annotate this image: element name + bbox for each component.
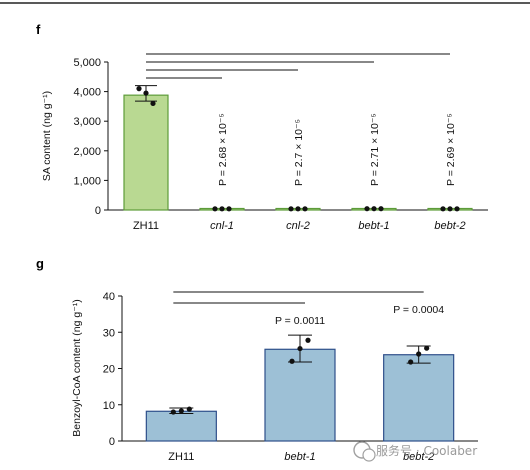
watermark-text: 服务号 · Coolaber bbox=[376, 443, 477, 458]
f-y-tick-label: 5,000 bbox=[73, 57, 101, 69]
f-data-point bbox=[364, 206, 370, 212]
f-bar bbox=[123, 94, 169, 211]
g-data-point bbox=[416, 351, 422, 357]
f-x-tick-label: ZH11 bbox=[133, 220, 159, 232]
panel-f-labels: ZH11 cnl-1 cnl-2 bebt-1 bebt-2 P = 2.68 × 10⁻… bbox=[133, 113, 466, 232]
f-y-tick-label: 4,000 bbox=[73, 87, 101, 99]
f-data-point bbox=[150, 100, 156, 107]
f-data-point bbox=[378, 206, 384, 212]
panel-f-letter: f bbox=[36, 22, 41, 37]
g-bar bbox=[145, 410, 217, 442]
panel-g-bars bbox=[145, 334, 455, 442]
panel-f-bars bbox=[123, 85, 473, 212]
f-x-tick-label: cnl-1 bbox=[210, 220, 234, 232]
panel-g-letter: g bbox=[36, 256, 44, 271]
f-data-point bbox=[143, 90, 149, 96]
f-data-point bbox=[288, 206, 294, 212]
panel-g-chart: g Benzoyl-CoA content (ng g⁻¹) 0 10 20 30 40… bbox=[36, 256, 478, 463]
f-data-point bbox=[295, 206, 301, 212]
g-y-tick-label: 40 bbox=[103, 291, 115, 303]
g-y-tick-label: 20 bbox=[103, 364, 115, 376]
g-bar bbox=[383, 354, 455, 442]
g-p-value-label: P = 0.0004 bbox=[393, 304, 444, 316]
f-data-point bbox=[219, 206, 225, 212]
f-p-value-label: P = 2.7 × 10⁻⁵ bbox=[293, 119, 305, 186]
f-p-value-label: P = 2.69 × 10⁻⁵ bbox=[445, 113, 457, 186]
f-y-tick-label: 1,000 bbox=[73, 175, 101, 187]
g-data-point bbox=[289, 358, 295, 364]
g-data-point bbox=[305, 337, 311, 343]
f-data-point bbox=[454, 206, 460, 212]
f-data-point bbox=[226, 206, 232, 212]
g-bar bbox=[264, 348, 336, 442]
g-y-tick-label: 0 bbox=[109, 436, 115, 448]
f-data-point bbox=[136, 86, 142, 92]
panel-g-labels: ZH11 bebt-1 bebt-2 P = 0.0011 P = 0.0004 bbox=[168, 304, 444, 463]
g-data-point bbox=[408, 359, 414, 365]
g-data-point bbox=[178, 408, 184, 414]
wechat-icon-small bbox=[362, 448, 376, 462]
f-p-value-label: P = 2.71 × 10⁻⁵ bbox=[369, 113, 381, 186]
f-x-tick-label: cnl-2 bbox=[286, 220, 310, 232]
g-y-tick-label: 30 bbox=[103, 327, 115, 339]
f-data-point bbox=[440, 206, 446, 212]
g-p-value-label: P = 0.0011 bbox=[275, 315, 325, 327]
f-y-tick-label: 2,000 bbox=[73, 146, 101, 158]
panel-f-chart: f SA content (ng g⁻¹) 0 1,000 2,000 3,000 4,… bbox=[36, 22, 488, 232]
f-x-tick-label: bebt-1 bbox=[358, 220, 389, 232]
f-x-tick-label: bebt-2 bbox=[434, 220, 465, 232]
g-data-point bbox=[297, 345, 303, 352]
f-data-point bbox=[302, 206, 308, 212]
f-y-tick-label: 3,000 bbox=[73, 116, 101, 128]
f-data-point bbox=[371, 206, 377, 212]
g-data-point bbox=[186, 406, 192, 412]
g-data-point bbox=[170, 409, 176, 415]
g-x-tick-label: bebt-2 bbox=[403, 451, 434, 463]
panel-f-y-axis-title: SA content (ng g⁻¹) bbox=[41, 91, 53, 181]
g-y-tick-label: 10 bbox=[103, 400, 115, 412]
panel-f-comparison-lines bbox=[146, 53, 450, 79]
f-p-value-label: P = 2.68 × 10⁻⁵ bbox=[217, 113, 229, 186]
g-x-tick-label: bebt-1 bbox=[284, 451, 315, 463]
watermark: 服务号 · Coolaber bbox=[353, 441, 477, 462]
g-data-point bbox=[424, 345, 430, 351]
f-data-point bbox=[212, 206, 218, 212]
panel-g-y-axis-title: Benzoyl-CoA content (ng g⁻¹) bbox=[71, 299, 83, 436]
panel-g-comparison-lines bbox=[173, 291, 424, 304]
f-y-tick-label: 0 bbox=[95, 205, 101, 217]
g-x-tick-label: ZH11 bbox=[168, 451, 194, 463]
f-data-point bbox=[447, 206, 453, 212]
